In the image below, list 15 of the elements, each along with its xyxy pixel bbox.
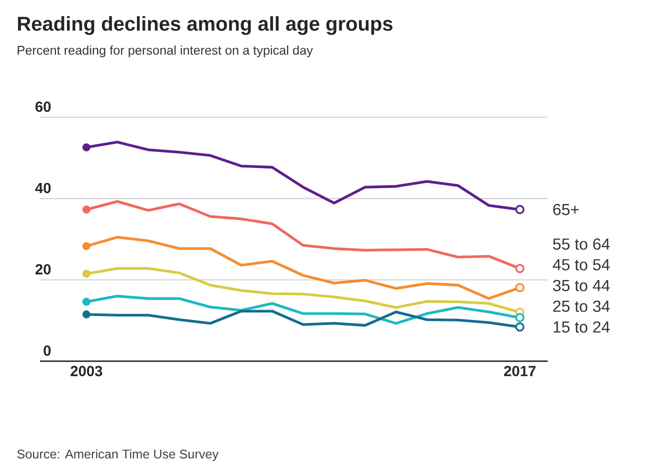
y-tick-label: 0 xyxy=(44,345,51,356)
chart-title: Reading declines among all age groups xyxy=(18,16,392,35)
x-tick-label: 2017 xyxy=(504,366,536,376)
chart-subtitle: Percent reading for personal interest on a typical day xyxy=(18,45,313,58)
y-tick-label: 40 xyxy=(35,182,51,193)
y-tick-label: 60 xyxy=(36,101,51,112)
series-label: 25 to 34 xyxy=(553,300,610,312)
x-tick-label: 2003 xyxy=(70,366,102,376)
text: 35 to 44 xyxy=(553,280,610,291)
source-note: Source: American Time Use Survey xyxy=(17,449,219,461)
text: 45 to 54 xyxy=(552,259,610,270)
text: 55 to 64 xyxy=(553,238,610,250)
y-tick-label: 20 xyxy=(35,264,51,274)
series-label: 15 to 24 xyxy=(554,321,610,332)
series-label: 65+ xyxy=(553,204,579,215)
